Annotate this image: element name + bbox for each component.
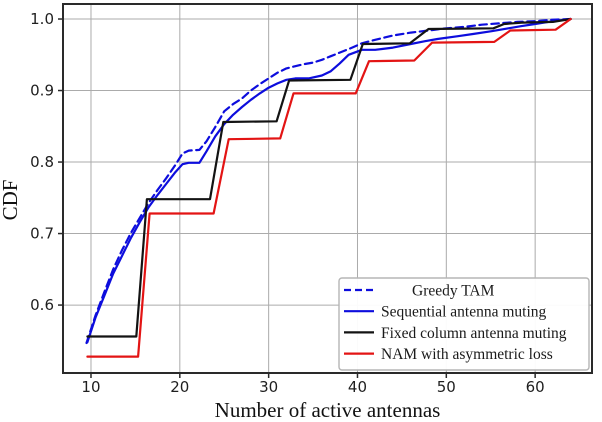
x-tick-label: 60 xyxy=(526,378,545,396)
y-tick-label: 0.6 xyxy=(30,296,54,314)
y-tick-label: 0.9 xyxy=(30,82,54,100)
x-tick-label: 20 xyxy=(170,378,189,396)
nam-asymmetric-loss-line xyxy=(86,17,572,358)
y-tick-label: 1.0 xyxy=(30,10,54,28)
x-tick-label: 40 xyxy=(348,378,367,396)
x-tick-label: 30 xyxy=(259,378,278,396)
legend-greedy-tam-label: Greedy TAM xyxy=(412,283,495,300)
legend-fixed-column-antenna-muting-label: Fixed column antenna muting xyxy=(381,325,567,342)
y-tick-label: 0.7 xyxy=(30,225,54,243)
fixed-column-antenna-muting-line xyxy=(86,17,572,338)
y-tick-label: 0.8 xyxy=(30,153,54,171)
legend-nam-asymmetric-loss-label: NAM with asymmetric loss xyxy=(381,346,553,363)
plot-frame xyxy=(62,3,593,374)
y-axis-label: CDF xyxy=(0,180,22,221)
legend-box xyxy=(338,277,590,371)
legend-sequential-antenna-muting-label: Sequential antenna muting xyxy=(381,304,547,321)
x-tick-label: 10 xyxy=(81,378,100,396)
x-tick-label: 50 xyxy=(437,378,456,396)
x-axis-label: Number of active antennas xyxy=(215,398,441,422)
sequential-antenna-muting-line xyxy=(86,17,572,344)
